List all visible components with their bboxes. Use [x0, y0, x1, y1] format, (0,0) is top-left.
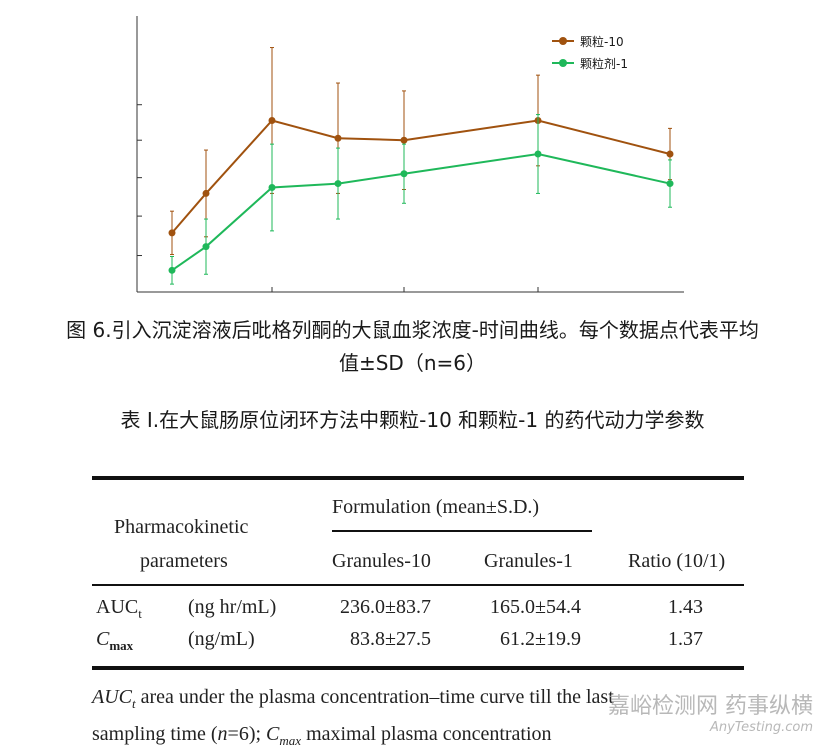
figure-caption-line-1: 图 6.引入沉淀溶液后吡格列酮的大鼠血浆浓度-时间曲线。每个数据点代表平均	[66, 318, 759, 342]
header-param-line-1: Pharmacokinetic	[114, 516, 249, 538]
data-point	[666, 150, 674, 158]
table-top-rule	[92, 476, 744, 480]
row-auc-unit: (ng hr/mL)	[188, 596, 277, 618]
row-cmax-granules-10: 83.8±27.5	[350, 628, 431, 650]
legend-swatch-granules-10	[552, 35, 574, 47]
data-point	[168, 266, 176, 274]
table-footnote: AUCt area under the plasma concentration…	[92, 682, 792, 756]
chart-legend: 颗粒-10 颗粒剂-1	[552, 30, 628, 74]
row-cmax-param: Cmax	[96, 628, 134, 653]
header-granules-10: Granules-10	[332, 550, 431, 572]
figure-caption: 图 6.引入沉淀溶液后吡格列酮的大鼠血浆浓度-时间曲线。每个数据点代表平均 值±…	[0, 314, 825, 380]
concentration-time-chart	[136, 16, 684, 293]
row-auc-granules-1: 165.0±54.4	[490, 596, 581, 618]
header-ratio: Ratio (10/1)	[628, 550, 726, 572]
data-point	[400, 136, 408, 144]
header-bottom-rule	[92, 584, 744, 586]
watermark: 嘉峪检测网 药事纵横 AnyTesting.com	[608, 688, 813, 735]
row-auc-param: AUCt	[96, 596, 142, 621]
data-point	[202, 243, 210, 251]
row-auc-granules-10: 236.0±83.7	[340, 596, 431, 618]
legend-item-granules-1: 颗粒剂-1	[552, 52, 628, 74]
data-point	[168, 229, 176, 237]
table-title: 表 I.在大鼠肠原位闭环方法中颗粒-10 和颗粒-1 的药代动力学参数	[120, 408, 705, 432]
data-point	[534, 150, 542, 158]
series-line-2	[171, 152, 671, 272]
legend-label-granules-10: 颗粒-10	[580, 34, 624, 49]
data-point	[202, 189, 210, 197]
watermark-line-1: 嘉峪检测网 药事纵横	[608, 694, 813, 719]
data-point	[334, 180, 342, 188]
data-point	[666, 180, 674, 188]
data-point	[268, 116, 276, 124]
formulation-underline	[332, 530, 592, 532]
footnote-line-1: AUCt area under the plasma concentration…	[92, 686, 614, 711]
data-point	[334, 134, 342, 142]
figure-caption-line-2: 值±SD（n=6）	[338, 351, 486, 375]
header-formulation: Formulation (mean±S.D.)	[332, 496, 540, 518]
watermark-line-2: AnyTesting.com	[709, 720, 813, 735]
legend-item-granules-10: 颗粒-10	[552, 30, 628, 52]
footnote-line-2: sampling time (n=6); Cmax maximal plasma…	[92, 723, 552, 748]
row-auc-ratio: 1.43	[668, 596, 703, 618]
row-cmax-unit: (ng/mL)	[188, 628, 255, 650]
table-bottom-rule	[92, 666, 744, 670]
data-point	[400, 170, 408, 178]
data-point	[268, 184, 276, 192]
series-line-1	[171, 119, 671, 234]
row-cmax-granules-1: 61.2±19.9	[500, 628, 581, 650]
legend-swatch-granules-1	[552, 57, 574, 69]
row-cmax-ratio: 1.37	[668, 628, 703, 650]
legend-label-granules-1: 颗粒剂-1	[580, 56, 628, 71]
header-granules-1: Granules-1	[484, 550, 573, 572]
header-param-line-2: parameters	[140, 550, 228, 572]
